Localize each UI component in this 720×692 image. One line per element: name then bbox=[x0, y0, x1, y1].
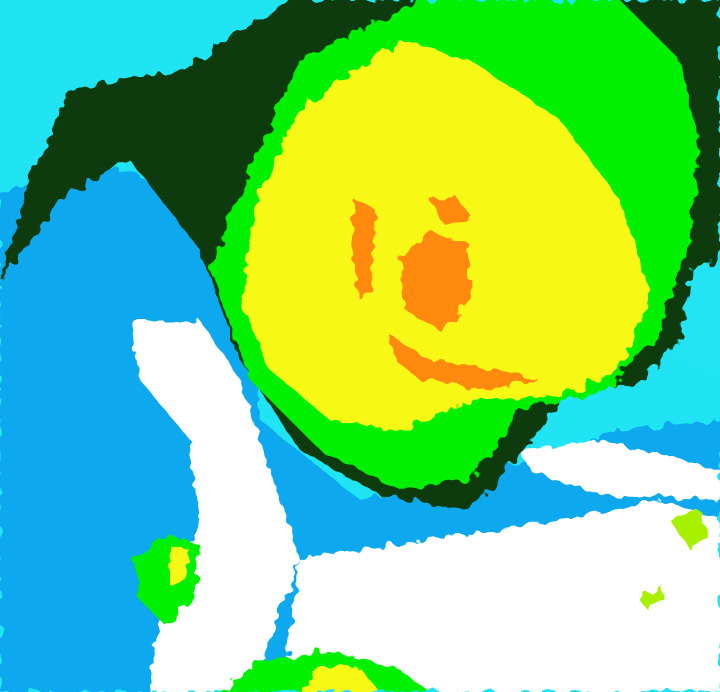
right-small-cloud bbox=[670, 510, 710, 550]
orange-ring-left bbox=[352, 200, 375, 300]
white-region-right bbox=[520, 440, 720, 500]
island-cloud-left-core bbox=[170, 545, 190, 585]
cyan-right-patch bbox=[680, 260, 720, 370]
bottom-cloud-core bbox=[300, 665, 380, 692]
white-region-bottom bbox=[280, 500, 720, 692]
orange-top bbox=[430, 195, 470, 225]
right-small-cloud-2 bbox=[640, 585, 665, 610]
orange-core bbox=[400, 230, 470, 330]
orange-ring-bottom bbox=[390, 335, 540, 390]
yellow-region bbox=[240, 40, 650, 430]
